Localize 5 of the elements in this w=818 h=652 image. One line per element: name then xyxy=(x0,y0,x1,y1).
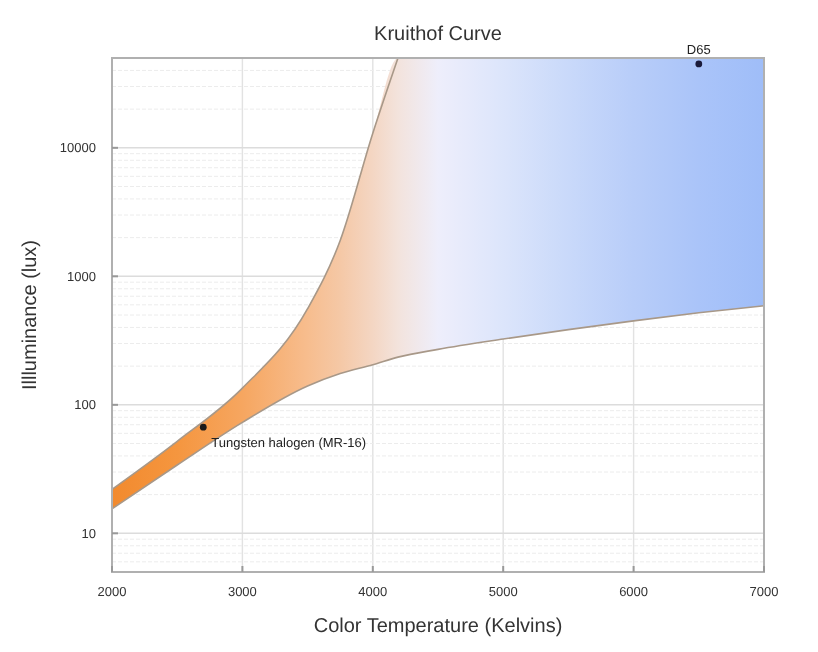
x-axis-title: Color Temperature (Kelvins) xyxy=(313,616,563,638)
line-series xyxy=(111,57,399,491)
chart-title: Kruithof Curve xyxy=(374,24,503,46)
y-axis-title: Illluminance (lux) xyxy=(20,239,42,391)
line-series xyxy=(111,304,765,510)
